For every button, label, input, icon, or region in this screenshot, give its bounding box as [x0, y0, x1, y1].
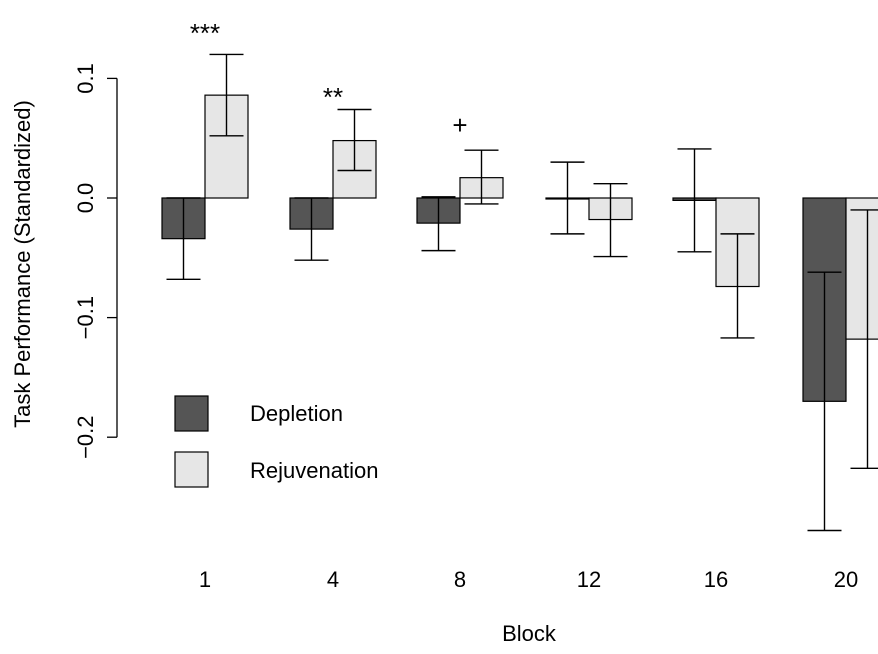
significance-marker: ***	[190, 18, 220, 48]
bars-layer	[161, 94, 878, 402]
error-bar-rejuvenation-block-4	[337, 108, 372, 172]
x-tick-label: 4	[327, 567, 339, 592]
error-bar-depletion-block-12	[550, 161, 585, 235]
legend-label-depletion: Depletion	[250, 401, 343, 426]
x-tick-label: 12	[577, 567, 601, 592]
error-bar-depletion-block-16	[677, 148, 712, 253]
y-axis: 0.1 0.0 −0.1 −0.2	[73, 63, 118, 459]
x-tick-labels: 1 4 8 12 16 20	[199, 567, 858, 592]
legend: Depletion Rejuvenation	[174, 395, 378, 488]
x-tick-label: 16	[704, 567, 728, 592]
error-bar-depletion-block-4	[294, 197, 329, 261]
error-bar-depletion-block-8	[421, 196, 456, 252]
y-axis-title: Task Performance (Standardized)	[10, 100, 35, 428]
error-bar-rejuvenation-block-16	[720, 233, 755, 339]
error-bar-rejuvenation-block-8	[464, 149, 499, 205]
significance-annotations: *****+	[190, 18, 468, 140]
x-tick-label: 1	[199, 567, 211, 592]
error-bar-rejuvenation-block-20	[850, 209, 878, 469]
legend-swatch-rejuvenation	[174, 451, 209, 488]
x-tick-label: 20	[834, 567, 858, 592]
error-bar-depletion-block-1	[166, 197, 201, 281]
y-tick-label: −0.2	[73, 415, 98, 458]
significance-marker: +	[452, 110, 467, 140]
legend-label-rejuvenation: Rejuvenation	[250, 458, 378, 483]
y-tick-label: 0.1	[73, 63, 98, 94]
bar-rejuvenation-block-20	[845, 197, 878, 340]
y-tick-label: 0.0	[73, 183, 98, 214]
legend-swatch-depletion	[174, 395, 209, 432]
significance-marker: **	[323, 82, 343, 112]
error-bar-rejuvenation-block-12	[593, 182, 628, 258]
x-axis-title: Block	[502, 621, 557, 646]
y-tick-label: −0.1	[73, 296, 98, 339]
error-bars-layer	[166, 53, 878, 532]
error-bar-rejuvenation-block-1	[209, 53, 244, 137]
error-bar-depletion-block-20	[807, 271, 842, 532]
x-tick-label: 8	[454, 567, 466, 592]
